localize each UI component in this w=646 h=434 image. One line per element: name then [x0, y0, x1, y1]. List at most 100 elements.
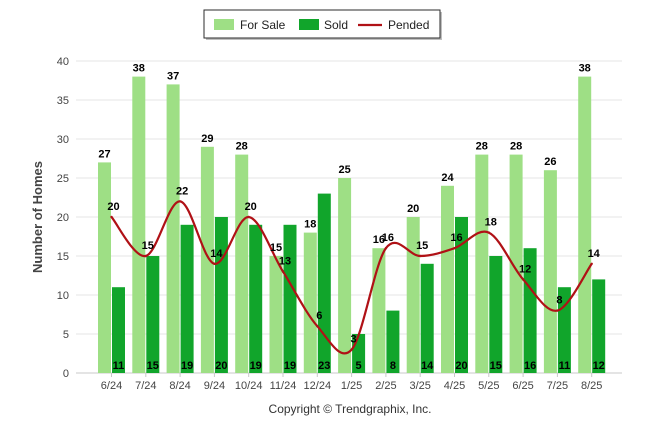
pended-value-label: 15: [142, 240, 154, 252]
for-sale-value-label: 16: [373, 234, 385, 246]
sold-value-label: 14: [421, 360, 434, 372]
x-tick-label: 9/24: [204, 380, 225, 392]
pended-point: [487, 231, 490, 234]
sold-bar: [112, 287, 125, 373]
x-tick-label: 5/25: [478, 380, 499, 392]
pended-point: [281, 270, 285, 273]
y-tick-label: 30: [57, 134, 69, 146]
legend-box: [203, 9, 441, 39]
pended-point: [247, 215, 250, 219]
sold-value-label: 8: [390, 360, 396, 372]
for-sale-value-label: 28: [476, 141, 488, 153]
x-tick-label: 7/24: [135, 380, 156, 392]
sold-value-label: 11: [113, 360, 125, 372]
legend: For Sale Sold Pended: [203, 9, 442, 40]
for-sale-bar: [543, 170, 557, 373]
for-sale-bar: [441, 185, 454, 373]
for-sale-bar: [235, 154, 249, 373]
pended-point: [590, 262, 593, 265]
pended-value-label: 12: [519, 263, 531, 275]
sold-bar: [592, 279, 606, 373]
pended-point: [384, 247, 388, 250]
pended-value-label: 15: [416, 240, 428, 252]
x-tick-label: 6/24: [101, 380, 122, 392]
sold-bar: [283, 224, 297, 373]
y-tick-label: 5: [63, 329, 69, 341]
pended-value-label: 18: [485, 217, 497, 229]
for-sale-bar: [372, 248, 386, 373]
sold-legend-swatch: [299, 19, 319, 30]
y-tick-label: 0: [63, 368, 69, 380]
x-tick-label: 1/25: [341, 380, 362, 392]
x-axis-ticks: 6/24 7/24 8/24 9/24 10/24 11/24 12/24 1/25 2/25 3…: [101, 373, 602, 392]
for-sale-bar: [475, 154, 489, 373]
sold-bar: [249, 224, 263, 373]
sold-bar: [180, 224, 194, 373]
for-sale-value-label: 28: [236, 141, 248, 153]
sold-value-label: 16: [524, 360, 536, 372]
for-sale-value-label: 28: [510, 141, 522, 153]
sold-bar: [386, 310, 400, 373]
pended-legend-label: Pended: [388, 18, 429, 32]
sold-bar: [523, 248, 537, 373]
x-tick-label: 4/25: [444, 380, 465, 392]
copyright-text: Copyright © Trendgraphix, Inc.: [269, 402, 432, 416]
y-tick-label: 20: [57, 212, 69, 224]
sold-value-label: 19: [250, 360, 262, 372]
sold-value-label: 12: [593, 360, 605, 372]
sold-value-label: 23: [318, 360, 330, 372]
x-tick-label: 3/25: [409, 380, 430, 392]
sold-value-label: 20: [215, 360, 227, 372]
for-sale-bar: [303, 232, 317, 373]
for-sale-bar: [338, 178, 352, 373]
for-sale-bar: [578, 76, 592, 373]
pended-point: [350, 348, 353, 351]
for-sale-bar: [166, 84, 180, 374]
sold-value-label: 19: [181, 360, 193, 372]
x-tick-label: 8/25: [581, 380, 602, 392]
pended-point: [316, 325, 319, 328]
for-sale-bar: [269, 256, 283, 373]
sold-value-label: 19: [284, 360, 296, 372]
sold-bar: [214, 217, 228, 373]
pended-value-label: 3: [351, 334, 357, 346]
pended-value-label: 13: [279, 256, 291, 268]
pended-value-label: 22: [176, 185, 188, 197]
sold-bar: [489, 256, 503, 373]
sold-bar: [146, 256, 160, 373]
for-sale-value-label: 38: [133, 63, 145, 75]
pended-point: [419, 254, 422, 258]
sold-bar: [317, 193, 331, 373]
for-sale-value-label: 37: [167, 70, 179, 82]
for-sale-bar: [132, 76, 146, 373]
for-sale-value-label: 15: [270, 242, 282, 254]
for-sale-bar: [200, 146, 214, 373]
pended-point: [178, 200, 182, 203]
for-sale-legend-swatch: [214, 19, 234, 30]
pended-value-label: 16: [450, 232, 462, 244]
x-tick-label: 7/25: [547, 380, 568, 392]
y-tick-label: 35: [57, 95, 69, 107]
y-tick-label: 25: [57, 173, 69, 185]
sold-bar: [420, 263, 434, 373]
x-tick-label: 2/25: [375, 380, 396, 392]
for-sale-legend-label: For Sale: [240, 18, 286, 32]
pended-value-label: 8: [556, 295, 562, 307]
pended-point: [521, 278, 525, 281]
pended-value-label: 16: [382, 232, 394, 244]
pended-point: [110, 215, 113, 219]
for-sale-value-label: 18: [304, 219, 316, 231]
pended-point: [213, 262, 216, 265]
for-sale-value-label: 38: [579, 63, 591, 75]
sold-value-label: 20: [455, 360, 467, 372]
for-sale-value-label: 27: [98, 148, 110, 160]
y-tick-label: 40: [57, 56, 69, 68]
x-tick-label: 8/24: [169, 380, 190, 392]
for-sale-bar: [509, 154, 523, 373]
y-axis-title: Number of Homes: [30, 161, 45, 273]
pended-point: [556, 309, 559, 312]
x-tick-label: 6/25: [512, 380, 533, 392]
x-tick-label: 12/24: [304, 380, 332, 392]
